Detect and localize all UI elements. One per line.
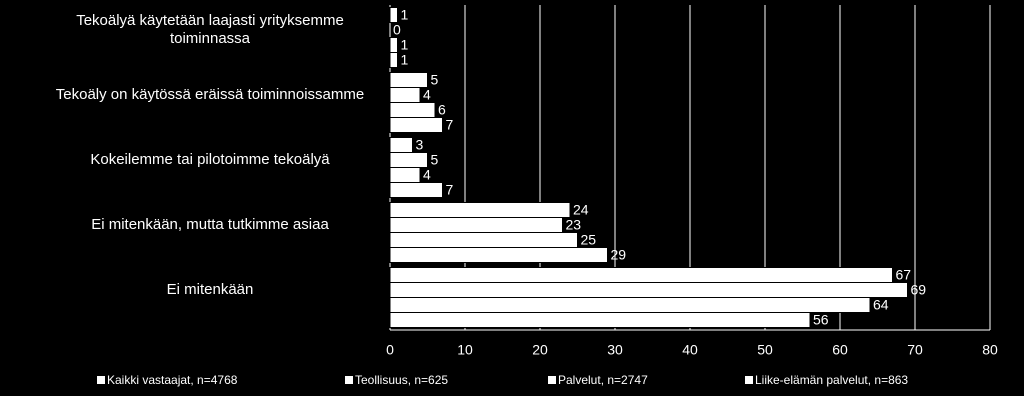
bar xyxy=(389,117,443,133)
x-tick-label: 50 xyxy=(757,342,773,358)
bar xyxy=(389,167,421,183)
bar xyxy=(389,102,436,118)
category-label: Kokeilemme tai pilotoimme tekoälyä xyxy=(90,150,330,168)
value-label: 4 xyxy=(423,167,431,183)
value-label: 6 xyxy=(438,102,446,118)
category-label: Tekoälyä käytetään laajasti yrityksemme … xyxy=(76,11,344,47)
bar xyxy=(389,72,428,88)
x-tick-label: 30 xyxy=(607,342,623,358)
legend-swatch xyxy=(548,376,556,384)
bar xyxy=(389,282,908,298)
category-label: Ei mitenkään xyxy=(166,280,254,298)
x-tick-label: 0 xyxy=(386,342,394,358)
bar xyxy=(389,232,578,248)
value-label: 0 xyxy=(393,22,401,38)
x-tick-label: 70 xyxy=(907,342,923,358)
x-tick-label: 20 xyxy=(532,342,548,358)
value-label: 7 xyxy=(446,182,454,198)
legend-label: Liike-elämän palvelut, n=863 xyxy=(755,373,908,387)
value-label: 69 xyxy=(911,282,927,298)
legend-label: Palvelut, n=2747 xyxy=(558,373,648,387)
value-label: 4 xyxy=(423,87,431,103)
bar xyxy=(389,217,563,233)
x-tick-label: 40 xyxy=(682,342,698,358)
bar xyxy=(389,182,443,198)
value-label: 23 xyxy=(566,217,582,233)
value-label: 25 xyxy=(581,232,597,248)
x-tick-label: 10 xyxy=(457,342,473,358)
bar xyxy=(389,152,428,168)
value-label: 5 xyxy=(431,72,439,88)
value-label: 64 xyxy=(873,297,889,313)
legend-swatch xyxy=(345,376,353,384)
value-label: 3 xyxy=(416,137,424,153)
bar xyxy=(389,297,871,313)
legend-swatch xyxy=(745,376,753,384)
value-label: 1 xyxy=(401,7,409,23)
bar xyxy=(389,312,811,328)
bar xyxy=(389,247,608,263)
value-label: 56 xyxy=(813,312,829,328)
bar xyxy=(389,37,398,53)
x-tick-label: 80 xyxy=(982,342,998,358)
bar xyxy=(389,7,398,23)
bar xyxy=(389,137,413,153)
x-tick-label: 60 xyxy=(832,342,848,358)
bar xyxy=(389,87,421,103)
value-label: 1 xyxy=(401,37,409,53)
legend-label: Teollisuus, n=625 xyxy=(355,373,448,387)
bar xyxy=(389,267,893,283)
category-label: Tekoäly on käytössä eräissä toiminnoissa… xyxy=(55,85,365,103)
value-label: 29 xyxy=(611,247,627,263)
value-label: 5 xyxy=(431,152,439,168)
bar xyxy=(389,52,398,68)
legend-swatch xyxy=(97,376,105,384)
value-label: 67 xyxy=(896,267,912,283)
legend-label: Kaikki vastaajat, n=4768 xyxy=(107,373,238,387)
value-label: 1 xyxy=(401,52,409,68)
bar xyxy=(389,202,571,218)
category-label: Ei mitenkään, mutta tutkimme asiaa xyxy=(91,215,329,233)
value-label: 24 xyxy=(573,202,589,218)
value-label: 7 xyxy=(446,117,454,133)
